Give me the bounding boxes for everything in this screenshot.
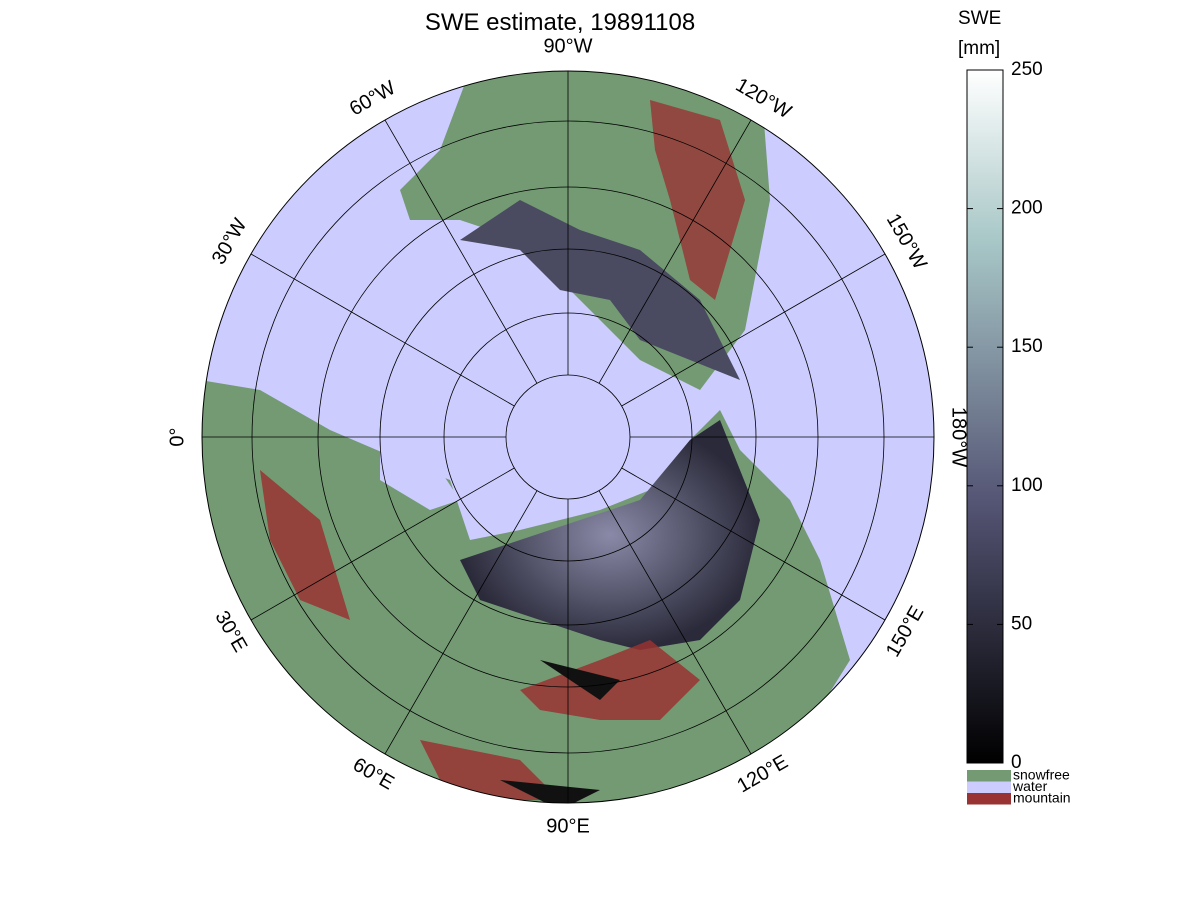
legend-label: snowfree bbox=[1013, 767, 1070, 783]
map-disk bbox=[202, 71, 934, 803]
meridian bbox=[598, 490, 752, 755]
colorbar-tick-label: 250 bbox=[1011, 59, 1043, 80]
legend-swatch bbox=[967, 781, 1011, 793]
meridian bbox=[250, 467, 515, 621]
meridian bbox=[384, 490, 538, 755]
meridian bbox=[621, 467, 886, 621]
colorbar-tick-label: 200 bbox=[1011, 198, 1043, 219]
colorbar-tick-label: 50 bbox=[1011, 613, 1032, 634]
longitude-label: 60°E bbox=[349, 754, 398, 795]
colorbar-title: SWE bbox=[958, 8, 1001, 29]
legend-swatch bbox=[967, 770, 1011, 782]
meridian bbox=[250, 253, 515, 407]
longitude-label: 0° bbox=[166, 427, 188, 446]
longitude-label: 90°E bbox=[546, 815, 590, 837]
legend-label: mountain bbox=[1013, 790, 1071, 806]
colorbar-title: [mm] bbox=[958, 38, 1000, 59]
meridian bbox=[384, 119, 538, 384]
colorbar-tick-label: 150 bbox=[1011, 336, 1043, 357]
map-title: SWE estimate, 19891108 bbox=[425, 9, 695, 36]
legend-label: water bbox=[1012, 778, 1048, 794]
longitude-label: 180°W bbox=[948, 407, 970, 467]
mountain-region bbox=[260, 470, 700, 800]
water-body bbox=[380, 450, 460, 510]
colorbar bbox=[966, 69, 1004, 764]
mountain-region bbox=[650, 100, 745, 300]
graticule bbox=[202, 71, 934, 803]
legend-swatch bbox=[967, 793, 1011, 805]
meridian bbox=[621, 253, 886, 407]
snow-region bbox=[460, 200, 740, 380]
meridian bbox=[598, 119, 752, 384]
longitude-label: 60°W bbox=[346, 77, 400, 121]
longitude-label: 90°W bbox=[543, 35, 592, 57]
colorbar-tick-label: 100 bbox=[1011, 475, 1043, 496]
map-border bbox=[201, 70, 935, 804]
colorbar-ticks: 0 50 100 150 200 250 bbox=[967, 59, 1043, 773]
longitude-label: 30°E bbox=[210, 607, 251, 656]
colorbar-tick-label: 0 bbox=[1011, 752, 1022, 773]
longitude-label: 30°W bbox=[208, 215, 252, 269]
